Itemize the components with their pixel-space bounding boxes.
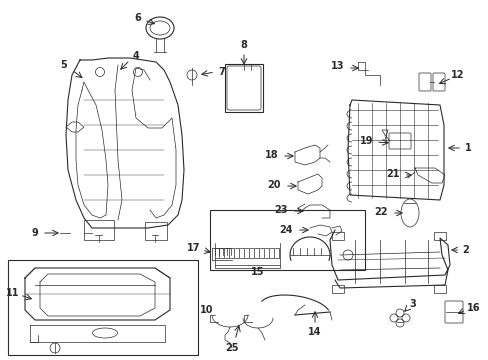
Text: 4: 4	[132, 51, 139, 61]
Bar	[84, 220, 114, 240]
Bar	[433, 232, 445, 240]
Text: 6: 6	[134, 13, 141, 23]
Text: 11: 11	[6, 288, 20, 298]
Text: 8: 8	[240, 40, 247, 50]
Text: 24: 24	[279, 225, 292, 235]
Text: 2: 2	[462, 245, 468, 255]
Text: 18: 18	[264, 150, 278, 160]
Text: 7: 7	[218, 67, 225, 77]
Bar	[8, 260, 198, 355]
Text: 9: 9	[32, 228, 38, 238]
Bar	[331, 232, 343, 240]
Text: 21: 21	[386, 169, 399, 179]
Text: 17: 17	[187, 243, 201, 253]
Text: 20: 20	[267, 180, 280, 190]
Text: 16: 16	[467, 303, 480, 313]
Bar	[224, 64, 263, 112]
Text: 10: 10	[200, 305, 213, 315]
Text: 19: 19	[360, 136, 373, 146]
Text: 15: 15	[251, 267, 264, 277]
Bar	[209, 210, 364, 270]
Text: 25: 25	[225, 343, 238, 353]
Text: 22: 22	[373, 207, 387, 217]
Text: 14: 14	[307, 327, 321, 337]
Text: 1: 1	[464, 143, 470, 153]
Bar	[145, 222, 167, 240]
Bar	[433, 285, 445, 293]
Text: 12: 12	[450, 70, 464, 80]
Text: 23: 23	[274, 205, 287, 215]
Text: 13: 13	[330, 61, 344, 71]
Text: 3: 3	[409, 299, 415, 309]
Bar	[331, 285, 343, 293]
Text: 5: 5	[61, 60, 67, 70]
